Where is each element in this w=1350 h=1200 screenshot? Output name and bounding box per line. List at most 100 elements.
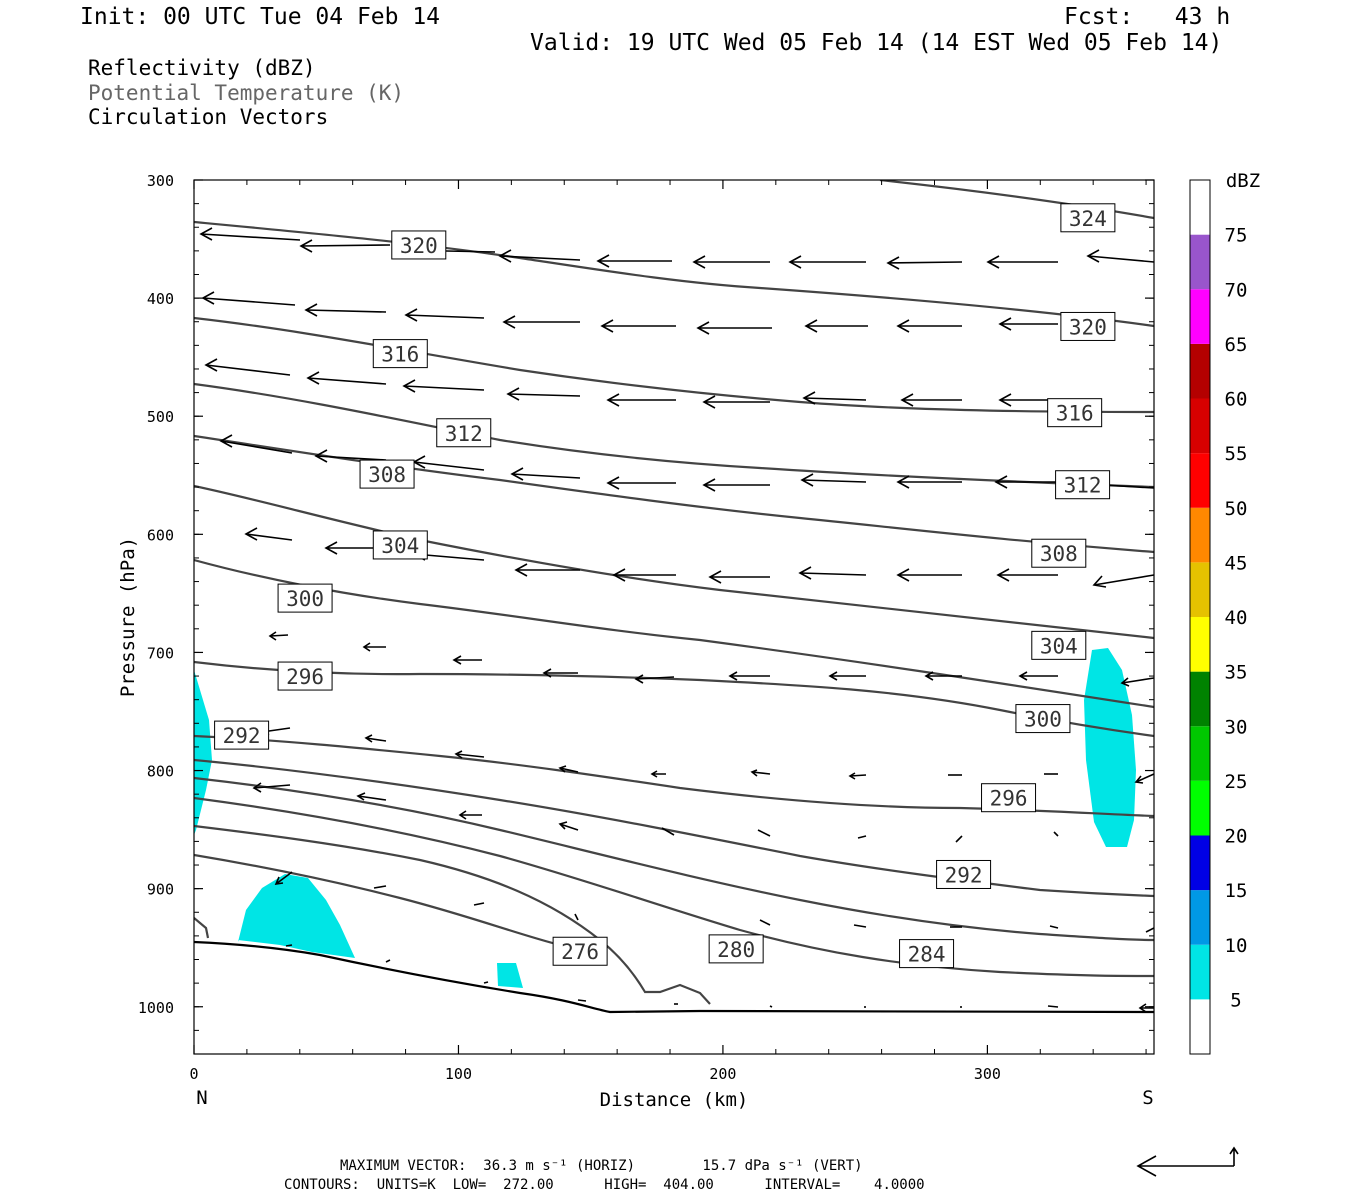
colorbar-label: 70 — [1225, 279, 1248, 301]
theta-label-box — [936, 859, 992, 889]
vector — [606, 393, 676, 407]
vector — [510, 467, 581, 481]
x-endpoint-north: N — [196, 1087, 207, 1109]
vector — [708, 570, 770, 584]
theta-label-text: 280 — [717, 938, 755, 962]
vector — [955, 835, 963, 843]
theta-label-text: 300 — [1024, 708, 1062, 732]
colorbar-label: 25 — [1225, 771, 1248, 793]
theta-contour-316 — [194, 316, 1154, 414]
colorbar-segment — [1190, 398, 1210, 454]
y-tick-label: 600 — [147, 526, 174, 544]
vector — [458, 810, 482, 820]
theta-label: 300 — [1015, 704, 1071, 734]
vector — [828, 671, 866, 681]
max-vector-info: MAXIMUM VECTOR: 36.3 m s⁻¹ (HORIZ) 15.7 … — [340, 1158, 863, 1174]
theta-label-text: 292 — [223, 724, 261, 748]
theta-label: 312 — [1055, 470, 1111, 500]
vector — [1120, 677, 1154, 687]
theta-label-text: 324 — [1069, 207, 1107, 231]
colorbar-label: 30 — [1225, 716, 1248, 738]
y-tick-label: 700 — [147, 644, 174, 662]
theta-contour-272 — [194, 853, 561, 947]
colorbar-label: 45 — [1225, 552, 1248, 574]
colorbar-label: 10 — [1225, 935, 1248, 957]
theta-label: 292 — [936, 859, 992, 889]
vector — [404, 308, 485, 322]
contour-info: CONTOURS: UNITS=K LOW= 272.00 HIGH= 404.… — [284, 1177, 925, 1193]
vector — [728, 671, 770, 681]
colorbar-frame — [1189, 179, 1211, 1055]
theta-label: 300 — [277, 583, 333, 613]
vector — [804, 319, 868, 333]
theta-label-box — [1060, 203, 1116, 233]
theta-contour-276 — [194, 824, 711, 1005]
theta-contour-308 — [194, 434, 1154, 554]
vector — [454, 750, 485, 759]
theta-label-text: 292 — [945, 863, 983, 887]
vector — [506, 387, 581, 401]
vector — [757, 829, 771, 837]
vector — [204, 358, 291, 376]
vector — [802, 391, 867, 405]
vector — [853, 924, 867, 928]
y-tick-label: 300 — [147, 172, 174, 190]
y-tick-label: 800 — [147, 763, 174, 781]
theta-label: 320 — [391, 230, 447, 260]
theta-label: 296 — [981, 783, 1037, 813]
vector — [574, 913, 579, 921]
colorbar-segment — [1190, 835, 1210, 891]
theta-label: 280 — [708, 934, 764, 964]
vector — [857, 835, 867, 839]
colorbar-segment — [1190, 999, 1210, 1054]
y-tick-label: 500 — [147, 408, 174, 426]
x-tick-label: 0 — [189, 1065, 198, 1083]
vector — [483, 981, 489, 984]
vector — [498, 249, 581, 263]
vector — [201, 291, 296, 306]
theta-label-box — [391, 230, 447, 260]
circulation-vectors — [199, 227, 1154, 1013]
vector — [1053, 831, 1059, 837]
theta-label-text: 296 — [286, 665, 324, 689]
colorbar: 5 10 15 20 25 30 35 40 45 50 55 60 65 70 75 — [1189, 179, 1248, 1055]
vector — [412, 455, 485, 471]
vector — [558, 765, 579, 773]
vector — [356, 792, 387, 801]
colorbar-segment — [1190, 617, 1210, 672]
valid-time: Valid: 19 UTC Wed 05 Feb 14 (14 EST Wed … — [530, 30, 1223, 56]
forecast-hour: Fcst: 43 h — [1064, 4, 1231, 30]
colorbar-segment — [1190, 890, 1210, 945]
reference-vector-icon — [1136, 1146, 1239, 1177]
theta-label-text: 284 — [908, 943, 946, 967]
theta-label-text: 276 — [561, 940, 599, 964]
theta-label-box — [708, 934, 764, 964]
vector — [577, 999, 587, 1002]
vector — [986, 255, 1058, 269]
field-potential-temperature: Potential Temperature (K) — [88, 81, 405, 105]
theta-label: 316 — [372, 339, 428, 369]
axes: 300 400 500 600 700 800 900 1000 0 100 200 300 — [138, 172, 1154, 1083]
colorbar-segment — [1190, 671, 1210, 727]
theta-label-box — [1031, 630, 1087, 660]
theta-label-text: 320 — [1069, 315, 1107, 339]
theta-label: 316 — [1047, 398, 1103, 428]
theta-label-box — [1055, 470, 1111, 500]
vector — [274, 871, 293, 885]
vector — [612, 568, 676, 582]
theta-label-box — [372, 530, 428, 560]
theta-contour-304 — [194, 484, 1154, 640]
vector — [896, 568, 962, 582]
vector — [848, 772, 867, 780]
theta-contour-280 — [194, 796, 1154, 978]
theta-label-text: 308 — [1040, 542, 1078, 566]
theta-label-text: 312 — [445, 422, 483, 446]
theta-label-text: 320 — [400, 234, 438, 258]
vector — [661, 827, 675, 836]
vector — [600, 319, 676, 333]
theta-label-box — [372, 339, 428, 369]
vector — [800, 473, 867, 487]
vector — [696, 321, 772, 335]
theta-label-box — [277, 661, 333, 691]
